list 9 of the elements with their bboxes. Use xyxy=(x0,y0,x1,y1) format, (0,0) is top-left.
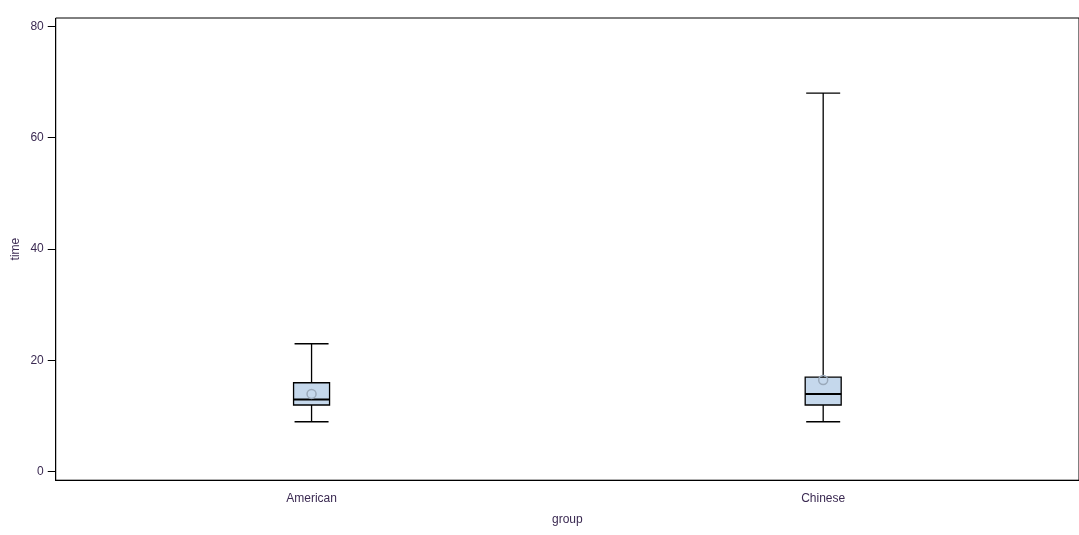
x-axis-title: group xyxy=(552,512,584,527)
y-tick-label: 40 xyxy=(30,241,45,256)
x-tick-label: Chinese xyxy=(801,490,846,505)
y-tick-label: 60 xyxy=(30,130,45,145)
x-tick-label: American xyxy=(286,490,337,505)
y-tick-label: 20 xyxy=(30,352,45,367)
y-axis-title: time xyxy=(7,237,22,261)
y-tick-label: 80 xyxy=(30,18,45,33)
y-tick-label: 0 xyxy=(37,464,45,479)
